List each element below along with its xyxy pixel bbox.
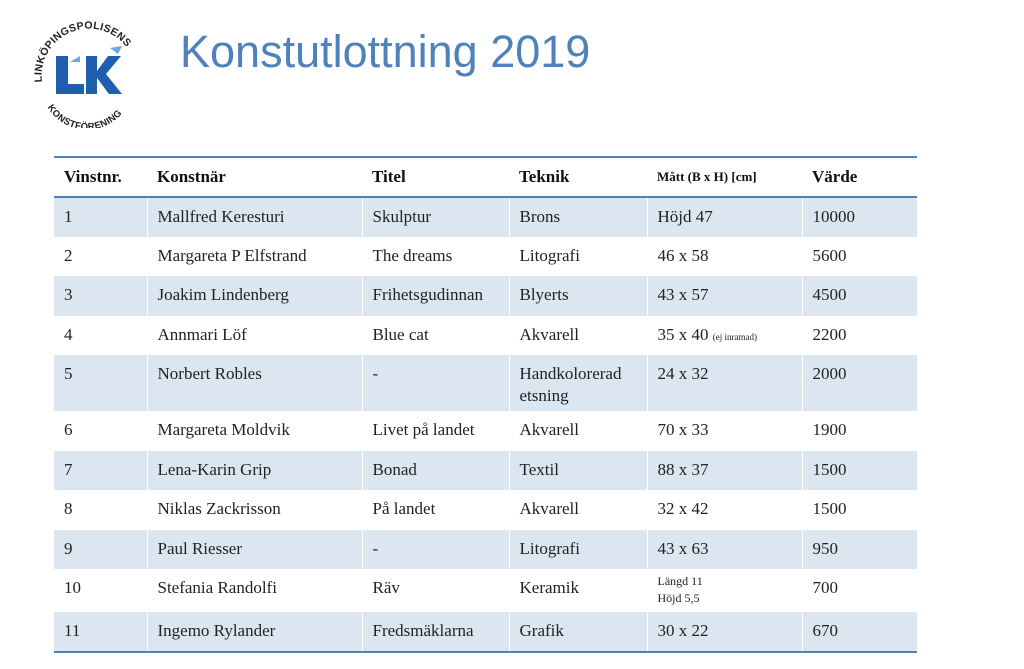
cell-size: 32 x 42 (646, 490, 802, 530)
cell-title: - (361, 529, 509, 569)
cell-artist: Margareta P Elfstrand (146, 236, 362, 276)
cell-value: 1500 (801, 450, 917, 490)
cell-artist: Stefania Randolfi (146, 569, 362, 612)
cell-technique: Akvarell (508, 315, 647, 355)
cell-nr: 4 (64, 324, 73, 344)
cell-title: Räv (361, 569, 509, 612)
cell-nr: 8 (64, 499, 73, 518)
cell-title: Bonad (361, 450, 509, 490)
table-row: 9 Paul Riesser - Litografi 43 x 63 950 (54, 529, 917, 569)
cell-size: Höjd 47 (646, 197, 802, 237)
cell-artist: Norbert Robles (146, 355, 362, 411)
cell-nr: 3 (64, 285, 73, 304)
table-row: 6 Margareta Moldvik Livet på landet Akva… (54, 411, 917, 451)
cell-title: Frihetsgudinnan (361, 276, 509, 316)
cell-nr: 1 (64, 207, 73, 226)
col-header-artist: Konstnär (147, 156, 362, 198)
cell-value: 700 (801, 569, 917, 612)
cell-artist: Margareta Moldvik (146, 411, 362, 451)
cell-value: 670 (801, 612, 917, 653)
table-row: 2 Margareta P Elfstrand The dreams Litog… (54, 236, 917, 276)
table-row: 7 Lena-Karin Grip Bonad Textil 88 x 37 1… (54, 450, 917, 490)
table-row: 8 Niklas Zackrisson På landet Akvarell 3… (54, 490, 917, 530)
cell-size: 70 x 33 (646, 411, 802, 451)
table-row: 3 Joakim Lindenberg Frihetsgudinnan Blye… (54, 276, 917, 316)
cell-title: På landet (361, 490, 509, 530)
cell-nr: 7 (64, 459, 73, 479)
cell-technique: Akvarell (508, 490, 647, 530)
cell-value: 2200 (801, 315, 917, 355)
cell-size: 30 x 22 (646, 612, 802, 653)
cell-size: Längd 11 Höjd 5,5 (646, 569, 802, 612)
cell-title: The dreams (361, 236, 509, 276)
page-title: Konstutlottning 2019 (180, 26, 591, 77)
cell-value: 10000 (801, 197, 917, 237)
cell-nr: 10 (64, 578, 81, 597)
svg-text:KONSTFÖRENING: KONSTFÖRENING (45, 103, 125, 128)
cell-technique: Handkolorerad etsning (508, 355, 647, 411)
table-row: 11 Ingemo Rylander Fredsmäklarna Grafik … (54, 612, 917, 653)
cell-technique: Litografi (508, 236, 647, 276)
size-height: Höjd 5,5 (657, 591, 700, 605)
cell-size: 88 x 37 (646, 450, 802, 490)
cell-title: Skulptur (361, 197, 509, 237)
cell-technique: Grafik (508, 612, 647, 653)
size-note: (ej inramad) (712, 331, 757, 342)
cell-technique: Akvarell (508, 411, 647, 451)
col-header-title: Titel (362, 156, 509, 198)
cell-value: 950 (801, 529, 917, 569)
cell-artist: Annmari Löf (146, 315, 362, 355)
cell-technique: Brons (508, 197, 647, 237)
table-row: 10 Stefania Randolfi Räv Keramik Längd 1… (54, 569, 917, 612)
table-row: 4 Annmari Löf Blue cat Akvarell 35 x 40 … (54, 315, 917, 355)
konstforening-logo: LINKÖPINGSPOLISENS KONSTFÖRENING (26, 18, 148, 133)
prize-table: Vinstnr. Konstnär Titel Teknik Mått (B x… (54, 156, 917, 653)
cell-artist: Mallfred Keresturi (146, 197, 362, 237)
cell-technique: Litografi (508, 529, 647, 569)
cell-title: Livet på landet (361, 411, 509, 451)
cell-size: 35 x 40 (ej inramad) (646, 315, 802, 355)
cell-value: 5600 (801, 236, 917, 276)
cell-nr: 2 (64, 245, 73, 265)
cell-artist: Ingemo Rylander (146, 612, 362, 653)
cell-artist: Niklas Zackrisson (146, 490, 362, 530)
col-header-size: Mått (B x H) [cm] (647, 156, 802, 198)
size-length: Längd 11 (657, 574, 703, 588)
cell-size: 43 x 63 (646, 529, 802, 569)
cell-title: - (361, 355, 509, 411)
cell-technique: Keramik (508, 569, 647, 612)
cell-size: 43 x 57 (646, 276, 802, 316)
col-header-nr: Vinstnr. (54, 156, 147, 198)
cell-title: Fredsmäklarna (361, 612, 509, 653)
cell-artist: Paul Riesser (146, 529, 362, 569)
cell-nr: 11 (54, 612, 147, 653)
col-header-value: Värde (802, 156, 917, 198)
cell-size: 46 x 58 (646, 236, 802, 276)
cell-value: 1900 (801, 411, 917, 451)
size-value: 35 x 40 (657, 324, 709, 344)
cell-nr: 9 (64, 538, 73, 558)
cell-nr: 5 (64, 364, 73, 383)
cell-value: 2000 (801, 355, 917, 411)
cell-technique: Textil (508, 450, 647, 490)
table-header-row: Vinstnr. Konstnär Titel Teknik Mått (B x… (54, 156, 917, 198)
cell-size: 24 x 32 (646, 355, 802, 411)
table-row: 1 Mallfred Keresturi Skulptur Brons Höjd… (54, 197, 917, 237)
cell-artist: Joakim Lindenberg (146, 276, 362, 316)
cell-title: Blue cat (361, 315, 509, 355)
cell-artist: Lena-Karin Grip (146, 450, 362, 490)
cell-technique: Blyerts (508, 276, 647, 316)
col-header-technique: Teknik (509, 156, 647, 198)
table-row: 5 Norbert Robles - Handkolorerad etsning… (54, 355, 917, 411)
cell-value: 1500 (801, 490, 917, 530)
cell-value: 4500 (801, 276, 917, 316)
cell-nr: 6 (64, 420, 73, 439)
